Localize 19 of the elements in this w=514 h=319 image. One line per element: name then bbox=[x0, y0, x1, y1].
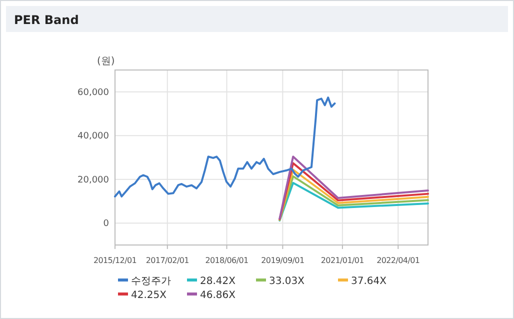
chart-title: PER Band bbox=[14, 13, 79, 27]
legend-label: 46.86X bbox=[200, 290, 236, 301]
legend-label: 42.25X bbox=[131, 290, 167, 301]
y-axis-title: (원) bbox=[97, 56, 115, 67]
x-tick-label: 2015/12/01 bbox=[93, 256, 137, 265]
line-series bbox=[114, 96, 336, 198]
x-tick-label: 2018/06/01 bbox=[205, 256, 249, 265]
x-tick-label: 2019/09/01 bbox=[261, 256, 304, 265]
y-tick-label: 60,000 bbox=[78, 88, 110, 98]
x-tick-label: 2021/01/01 bbox=[320, 256, 364, 265]
y-tick-label: 40,000 bbox=[78, 132, 110, 142]
legend-label: 수정주가 bbox=[131, 276, 171, 287]
y-tick-label: 0 bbox=[103, 219, 110, 230]
y-tick-label: 20,000 bbox=[78, 175, 110, 186]
x-tick-label: 2022/04/01 bbox=[376, 256, 420, 265]
legend-label: 37.64X bbox=[351, 276, 387, 287]
x-tick-label: 2017/02/01 bbox=[146, 256, 190, 265]
legend-label: 28.42X bbox=[200, 276, 236, 287]
legend-label: 33.03X bbox=[269, 276, 305, 287]
